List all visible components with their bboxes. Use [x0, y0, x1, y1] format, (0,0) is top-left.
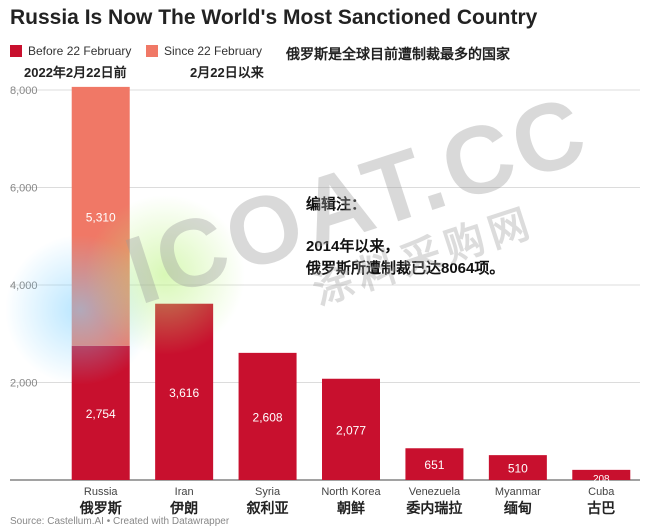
x-tick-label-cn: 俄罗斯 [79, 500, 122, 517]
legend-item-since: Since 22 February [146, 44, 262, 58]
annotation-line-2: 俄罗斯所遭制裁已达8064项。 [306, 260, 505, 277]
data-label-before: 510 [508, 462, 528, 476]
legend-label-before: Before 22 February [28, 44, 132, 58]
x-tick-label: Iran [175, 486, 194, 498]
x-tick-label-cn: 古巴 [587, 500, 615, 517]
legend-swatch-before [10, 45, 22, 57]
bar-before [488, 455, 547, 480]
legend: Before 22 February Since 22 February 202… [10, 44, 660, 80]
source-credit: Source: Castellum.AI • Created with Data… [10, 516, 230, 527]
legend-cn-since: 2月22日以来 [190, 65, 264, 80]
x-tick-label-cn: 叙利亚 [247, 500, 289, 517]
data-label-before: 2,077 [336, 423, 366, 437]
x-tick-label: Russia [84, 486, 119, 498]
y-tick-label: 8,000 [10, 85, 38, 97]
bar-before [322, 378, 380, 480]
annotation-body: 2014年以来， 俄罗斯所遭制裁已达8064项。 [306, 236, 504, 280]
y-tick-label: 2,000 [10, 378, 38, 390]
annotation-heading: 编辑注： [306, 196, 367, 213]
bar-before [238, 352, 297, 480]
data-label-before: 651 [424, 458, 444, 472]
x-tick-label: Venezuela [409, 486, 461, 498]
x-tick-label: Syria [255, 486, 281, 498]
data-label-before: 208 [593, 474, 610, 485]
chart-subtitle-cn: 俄罗斯是全球目前遭制裁最多的国家 [286, 46, 510, 62]
x-tick-label-cn: 委内瑞拉 [405, 500, 462, 517]
bar-before [405, 448, 464, 480]
legend-cn-before: 2022年2月22日前 [24, 65, 127, 80]
legend-label-since: Since 22 February [164, 44, 263, 58]
legend-item-before: Before 22 February [10, 44, 131, 58]
x-tick-label: Myanmar [495, 486, 541, 498]
x-tick-label-cn: 朝鲜 [337, 500, 365, 517]
x-tick-label-cn: 缅甸 [504, 500, 532, 517]
y-tick-label: 4,000 [10, 280, 38, 292]
legend-swatch-since [146, 45, 158, 57]
x-tick-label: Cuba [588, 486, 615, 498]
chart-title: Russia Is Now The World's Most Sanctione… [10, 6, 538, 29]
annotation-line-1: 2014年以来， [306, 238, 400, 255]
y-tick-label: 6,000 [10, 183, 38, 195]
x-tick-label: North Korea [321, 486, 381, 498]
data-label-before: 2,754 [86, 407, 116, 421]
x-tick-label-cn: 伊朗 [169, 500, 198, 517]
data-label-before: 3,616 [169, 386, 199, 400]
data-label-before: 2,608 [253, 410, 283, 424]
data-label-since: 5,310 [86, 210, 116, 224]
bar-before [572, 469, 631, 480]
